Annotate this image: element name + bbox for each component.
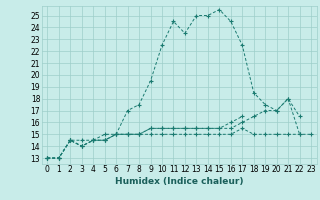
X-axis label: Humidex (Indice chaleur): Humidex (Indice chaleur) (115, 177, 244, 186)
